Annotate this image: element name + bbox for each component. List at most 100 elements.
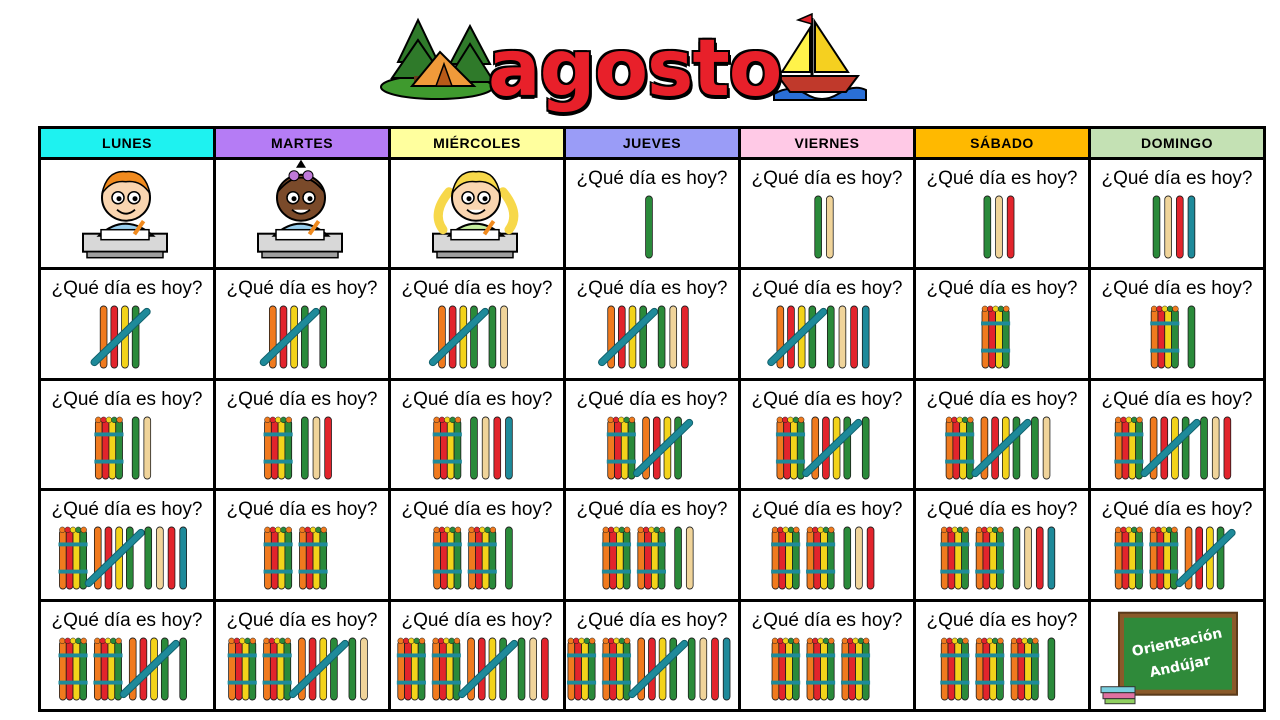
day-cell[interactable]: ¿Qué día es hoy? — [1088, 377, 1266, 492]
counting-sticks — [981, 306, 1011, 369]
group-of-five-icon — [119, 637, 180, 701]
day-cell[interactable]: ¿Qué día es hoy? — [563, 377, 741, 492]
counting-sticks — [567, 637, 731, 701]
day-question: ¿Qué día es hoy? — [51, 388, 203, 410]
counting-sticks — [1152, 195, 1196, 259]
day-question: ¿Qué día es hoy? — [226, 388, 378, 410]
counting-sticks — [945, 416, 1051, 480]
day-cell[interactable]: ¿Qué día es hoy? — [1088, 267, 1266, 381]
stick-icon — [866, 526, 875, 590]
counting-sticks — [90, 305, 151, 369]
day-question: ¿Qué día es hoy? — [926, 388, 1078, 410]
stick-icon — [699, 637, 708, 701]
counting-sticks — [432, 526, 513, 590]
day-cell[interactable]: ¿Qué día es hoy? — [738, 377, 916, 492]
stick-icon — [1211, 416, 1220, 480]
stick-icon — [493, 416, 502, 480]
day-cell[interactable]: ¿Qué día es hoy? — [1088, 156, 1266, 271]
day-cell[interactable]: ¿Qué día es hoy? — [563, 267, 741, 381]
weekday-header-2: MIÉRCOLES — [388, 126, 566, 160]
day-cell[interactable]: ¿Qué día es hoy? — [913, 156, 1091, 271]
day-question: ¿Qué día es hoy? — [401, 499, 553, 521]
bundle-of-ten-icon — [262, 637, 292, 701]
stick-icon — [505, 526, 513, 590]
week-row: ¿Qué día es hoy? ¿Qué día es hoy? ¿Qué día… — [38, 377, 1266, 492]
day-cell[interactable]: ¿Qué día es hoy? — [388, 267, 566, 381]
stick-icon — [312, 416, 321, 480]
bundle-of-ten-icon — [93, 637, 123, 701]
stick-icon — [1047, 526, 1056, 590]
day-cell[interactable]: ¿Qué día es hoy? — [913, 377, 1091, 492]
day-cell[interactable]: ¿Qué día es hoy? — [388, 488, 566, 602]
day-cell[interactable]: ¿Qué día es hoy? — [213, 598, 391, 713]
stick-icon — [144, 526, 153, 590]
day-cell[interactable]: ¿Qué día es hoy? — [38, 488, 216, 602]
day-cell[interactable]: ¿Qué día es hoy? — [738, 156, 916, 271]
stick-icon — [517, 637, 526, 701]
day-question: ¿Qué día es hoy? — [926, 499, 1078, 521]
header-art — [380, 12, 867, 101]
day-cell[interactable]: ¿Qué día es hoy? — [738, 598, 916, 713]
stick-icon — [674, 526, 682, 590]
counting-sticks — [428, 305, 508, 369]
day-question: ¿Qué día es hoy? — [226, 499, 378, 521]
day-cell[interactable]: ¿Qué día es hoy? — [1088, 488, 1266, 602]
weekday-header-3: JUEVES — [563, 126, 741, 160]
bundle-of-ten-icon — [806, 526, 836, 590]
student-drawing-icon — [432, 170, 519, 259]
day-cell[interactable]: ¿Qué día es hoy? — [38, 598, 216, 713]
bundle-of-ten-icon — [771, 637, 801, 701]
group-of-five-icon — [598, 305, 659, 369]
day-cell[interactable]: ¿Qué día es hoy? — [563, 598, 741, 713]
stick-icon — [838, 305, 847, 369]
stick-icon — [850, 305, 858, 369]
day-cell[interactable]: ¿Qué día es hoy? — [913, 267, 1091, 381]
bundle-of-ten-icon — [771, 526, 801, 590]
counting-sticks — [58, 526, 187, 590]
bundle-of-ten-icon — [431, 637, 461, 701]
group-of-five-icon — [259, 305, 320, 369]
counting-sticks — [983, 195, 1015, 259]
day-cell[interactable]: ¿Qué día es hoy? — [38, 377, 216, 492]
day-question: ¿Qué día es hoy? — [226, 278, 378, 300]
day-question: ¿Qué día es hoy? — [751, 388, 903, 410]
day-cell[interactable]: ¿Qué día es hoy? — [213, 488, 391, 602]
stick-icon — [156, 526, 164, 590]
stick-icon — [711, 637, 719, 701]
day-cell[interactable]: ¿Qué día es hoy? — [388, 377, 566, 492]
day-question: ¿Qué día es hoy? — [576, 278, 728, 300]
bundle-of-ten-icon — [1149, 526, 1179, 590]
weekday-header-5: SÁBADO — [913, 126, 1091, 160]
group-of-five-icon — [1140, 416, 1201, 480]
day-cell[interactable]: ¿Qué día es hoy? — [38, 267, 216, 381]
day-cell[interactable]: ¿Qué día es hoy? — [563, 488, 741, 602]
group-of-five-icon — [632, 416, 694, 480]
day-cell[interactable]: ¿Qué día es hoy? — [913, 488, 1091, 602]
day-cell[interactable]: ¿Qué día es hoy? — [213, 377, 391, 492]
day-cell[interactable]: ¿Qué día es hoy? — [563, 156, 741, 271]
weekday-header-row: LUNES MARTES MIÉRCOLES JUEVES VIERNES SÁBADO D… — [38, 126, 1266, 160]
day-cell[interactable]: ¿Qué día es hoy? — [738, 267, 916, 381]
weekday-header-1: MARTES — [213, 126, 391, 160]
counting-sticks — [1114, 416, 1232, 480]
stick-icon — [861, 416, 870, 480]
bundle-of-ten-icon — [432, 416, 462, 480]
day-cell[interactable]: ¿Qué día es hoy? — [738, 488, 916, 602]
stick-icon — [1187, 305, 1196, 369]
day-question: ¿Qué día es hoy? — [226, 609, 378, 631]
stick-icon — [1035, 526, 1044, 590]
counting-sticks — [775, 416, 870, 480]
bundle-of-ten-icon — [1114, 526, 1144, 590]
group-of-five-icon — [288, 637, 349, 701]
stick-icon — [722, 637, 731, 701]
stick-icon — [348, 637, 357, 701]
day-cell[interactable]: ¿Qué día es hoy? — [388, 598, 566, 713]
group-of-five-icon — [457, 637, 519, 701]
stick-icon — [1200, 416, 1208, 480]
day-question: ¿Qué día es hoy? — [401, 609, 553, 631]
stick-icon — [324, 416, 332, 480]
day-cell[interactable]: ¿Qué día es hoy? — [913, 598, 1091, 713]
stick-icon — [1176, 195, 1184, 259]
day-cell[interactable]: ¿Qué día es hoy? — [213, 267, 391, 381]
week-row: ¿Qué día es hoy? ¿Qué día es hoy? ¿Qué día… — [38, 156, 1266, 271]
